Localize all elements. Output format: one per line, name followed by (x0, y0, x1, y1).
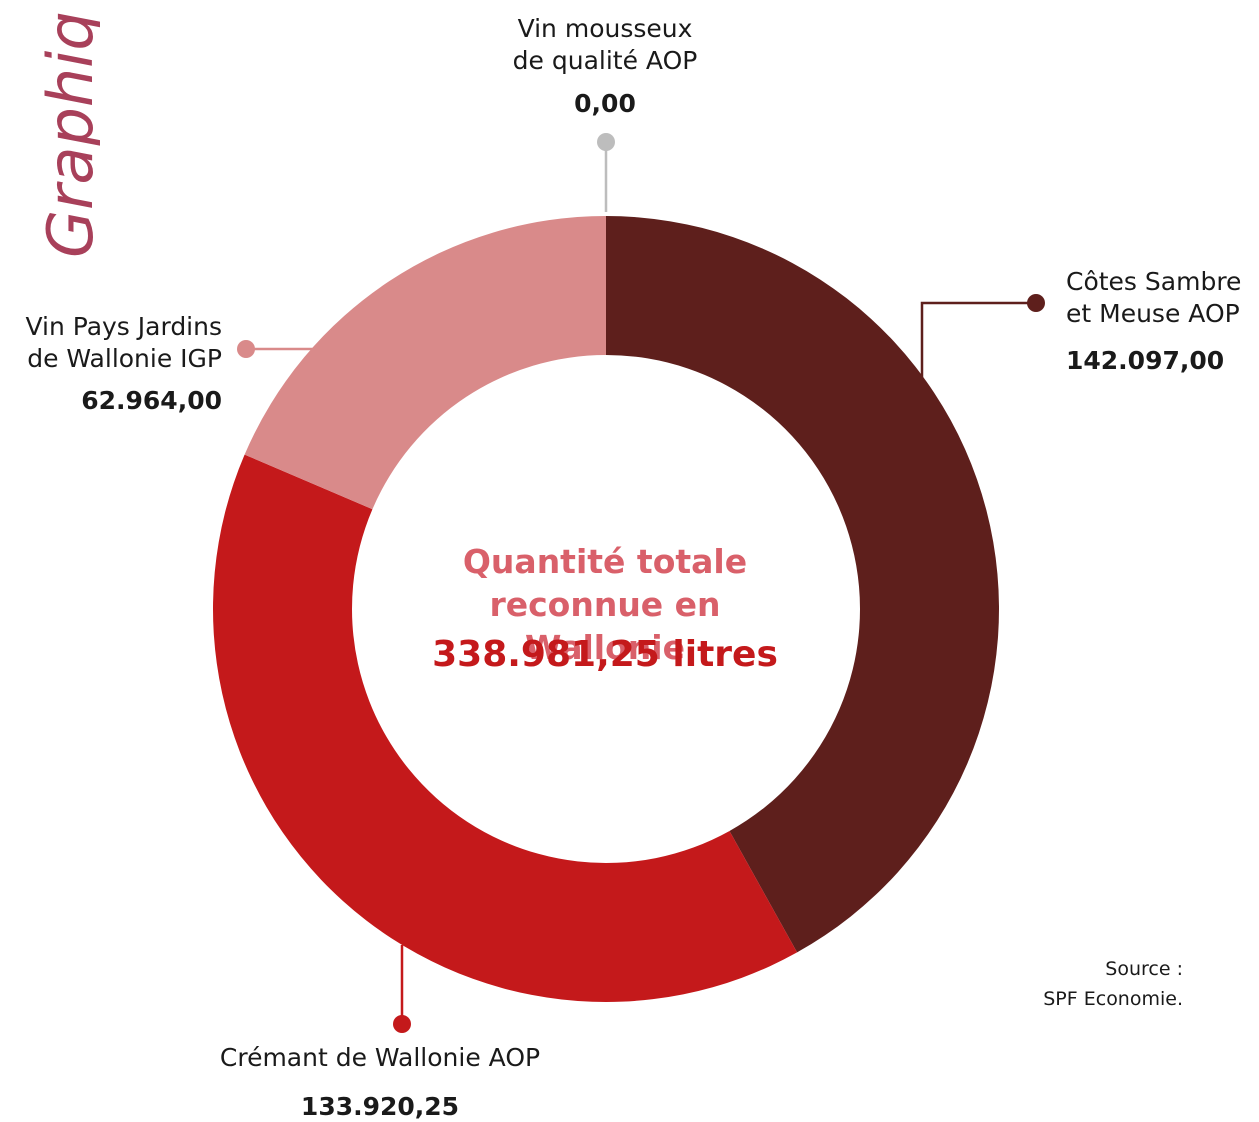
leader-lines (237, 133, 1045, 1033)
slice-cremant (213, 454, 798, 1003)
label-cremant: Crémant de Wallonie AOP (219, 1043, 541, 1072)
center-total: 338.981,25 litres (432, 634, 778, 675)
value-vin-mousseux: 0,00 (574, 89, 636, 118)
value-cremant: 133.920,25 (300, 1092, 460, 1121)
donut-slices (213, 216, 999, 1003)
label-vin-pays-line1: Vin Pays Jardins (25, 312, 222, 341)
label-cotes-sambre-line1: Côtes Sambre (1066, 267, 1242, 296)
label-vin-mousseux-line1: Vin mousseux (517, 14, 693, 43)
leader-dot-cremant (393, 1015, 411, 1033)
value-cotes-sambre: 142.097,00 (1066, 346, 1225, 375)
slice-vin-pays (244, 216, 606, 510)
source-label: Source : (1105, 958, 1183, 980)
center-heading-line2: reconnue en Wallonie (489, 585, 721, 667)
label-cotes-sambre-line2: et Meuse AOP (1066, 299, 1240, 328)
label-vin-pays-line2: de Wallonie IGP (27, 344, 222, 373)
slice-cotes-sambre (606, 216, 999, 953)
source-name: SPF Economie. (1043, 988, 1183, 1010)
leader-dot-vin-pays (237, 340, 255, 358)
leader-dot-vin-mousseux (597, 133, 615, 151)
leader-line-cotes-sambre (920, 301, 1035, 380)
label-vin-mousseux-line2: de qualité AOP (512, 46, 698, 75)
center-heading-line1: Quantité totale (462, 542, 748, 581)
leader-dot-cotes-sambre (1027, 294, 1045, 312)
value-vin-pays: 62.964,00 (81, 386, 222, 415)
